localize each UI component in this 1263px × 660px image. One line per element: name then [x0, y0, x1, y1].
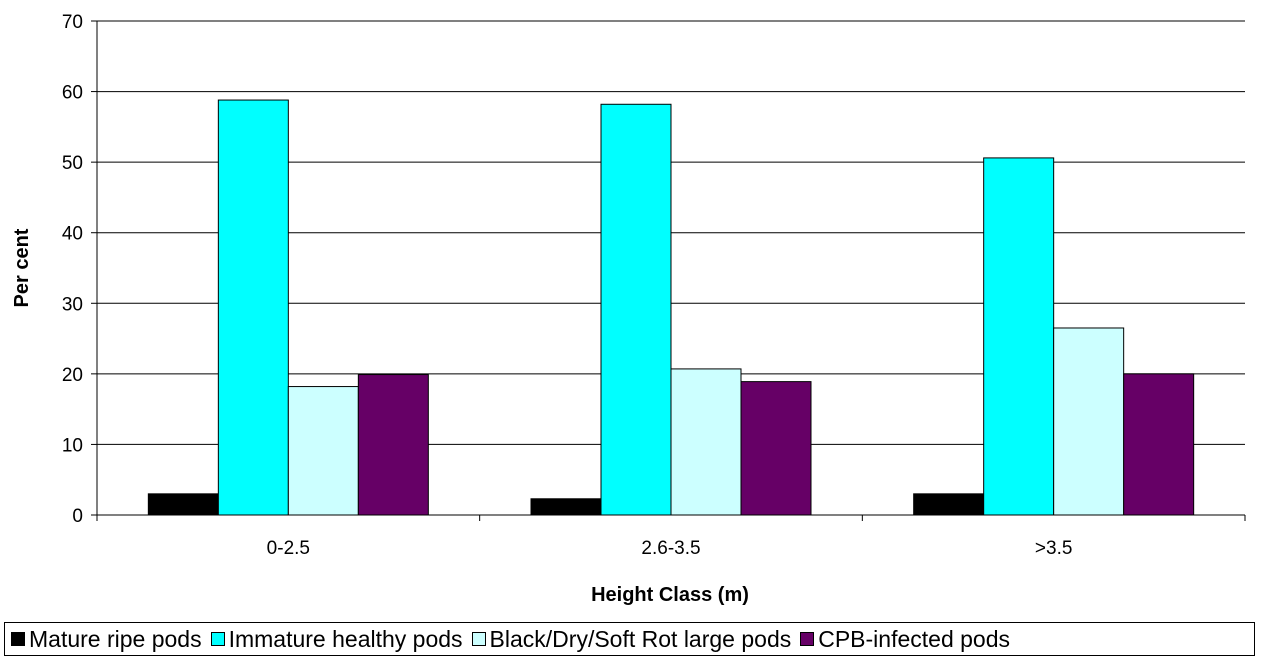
bar	[670, 368, 742, 516]
bar	[357, 374, 429, 516]
bar	[1053, 327, 1125, 516]
bar	[147, 493, 219, 516]
y-tick-label: 50	[62, 153, 83, 174]
x-tick-label: >3.5	[1035, 538, 1073, 559]
x-axis-title: Height Class (m)	[591, 584, 749, 606]
y-tick-label: 20	[62, 365, 83, 386]
bar	[913, 493, 985, 516]
axes	[91, 20, 1246, 521]
legend-label-mature-ripe: Mature ripe pods	[29, 625, 202, 652]
y-tick-label: 30	[62, 294, 83, 315]
legend-swatch-cpb-infected	[800, 632, 815, 646]
y-tick-label: 10	[62, 435, 83, 456]
y-tick-label: 70	[62, 12, 83, 33]
x-tick-label: 2.6-3.5	[641, 538, 700, 559]
legend-label-cpb-infected: CPB-infected pods	[818, 625, 1011, 652]
bar	[530, 498, 602, 516]
legend-item-black-dry-soft-rot: Black/Dry/Soft Rot large pods	[471, 625, 792, 653]
legend-item-cpb-infected: CPB-infected pods	[800, 626, 1010, 653]
bar	[1123, 373, 1195, 516]
legend-item-immature-healthy: Immature healthy pods	[210, 625, 463, 653]
legend-swatch-black-dry-soft-rot	[471, 632, 486, 646]
bar	[217, 99, 289, 516]
bar	[600, 103, 672, 516]
legend-item-mature-ripe: Mature ripe pods	[11, 626, 202, 653]
bar	[287, 386, 359, 516]
y-tick-label: 40	[62, 224, 83, 245]
y-tick-label: 60	[62, 83, 83, 104]
legend-swatch-mature-ripe	[11, 632, 25, 646]
y-tick-label: 0	[72, 506, 83, 527]
legend: Mature ripe pods Immature healthy pods B…	[4, 622, 1255, 656]
y-axis-title: Per cent	[11, 228, 33, 307]
bar	[740, 381, 812, 516]
tick-labels: 0 10 20 30 40 50 60 70 0-2.5 2.6-3.5 >3.5	[62, 12, 1073, 559]
legend-label-black-dry-soft-rot: Black/Dry/Soft Rot large pods	[489, 625, 792, 652]
bar	[983, 157, 1055, 516]
legend-label-immature-healthy: Immature healthy pods	[228, 625, 463, 652]
legend-swatch-immature-healthy	[210, 632, 225, 646]
x-tick-label: 0-2.5	[267, 538, 310, 559]
